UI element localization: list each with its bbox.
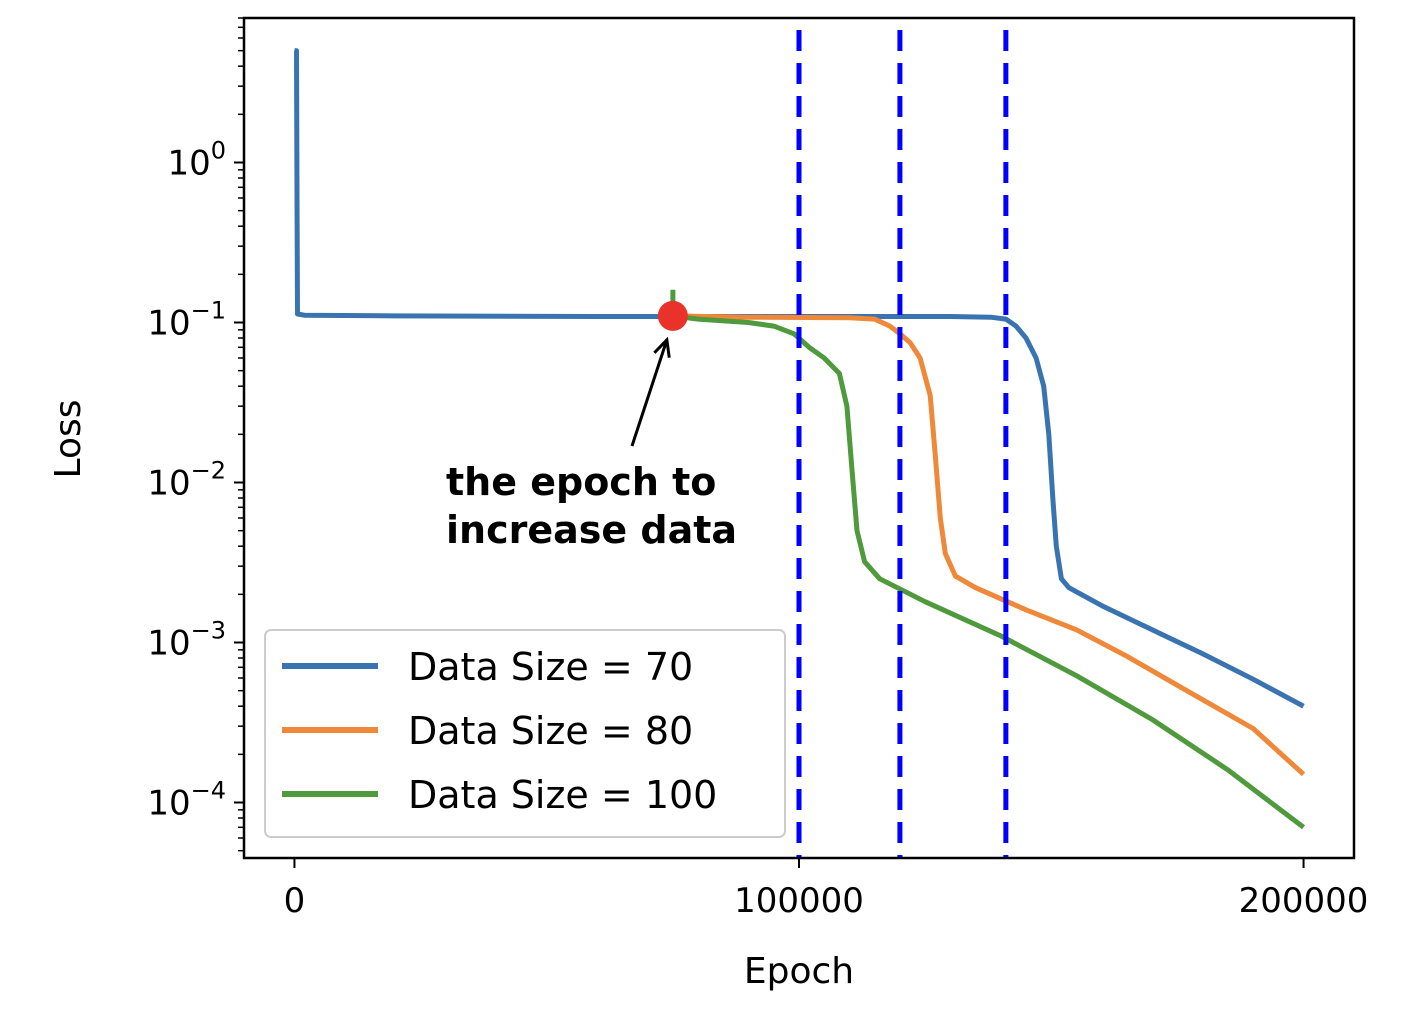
legend: Data Size = 70 Data Size = 80 Data Size = …: [264, 629, 786, 838]
legend-label-2: Data Size = 100: [408, 773, 717, 817]
legend-label-1: Data Size = 80: [408, 709, 693, 753]
series-line-2: [670, 289, 1306, 830]
axis-ticks: 0 100000 200000 100 10−1 10−2 10−3 10−4: [147, 17, 1369, 921]
legend-label-0: Data Size = 70: [408, 645, 693, 689]
y-axis-label: Loss: [48, 400, 89, 479]
y-tick-label-4: 10−4: [147, 777, 226, 824]
annotation-arrowhead: [653, 336, 671, 358]
x-axis-label: Epoch: [744, 951, 854, 992]
y-tick-label-1: 10−1: [147, 297, 226, 344]
x-tick-label-0: 0: [284, 881, 306, 921]
annotation-text-line-0: the epoch to: [446, 460, 716, 504]
x-tick-label-2: 200000: [1239, 881, 1369, 921]
y-tick-label-3: 10−3: [147, 617, 226, 664]
series-line-0: [294, 48, 1305, 709]
annotation-arrow: [630, 339, 669, 447]
y-tick-label-0: 100: [167, 136, 226, 183]
annotation-text-line-1: increase data: [446, 508, 737, 552]
x-tick-label-1: 100000: [734, 881, 864, 921]
plot-area: [242, 16, 1356, 860]
y-tick-label-2: 10−2: [147, 457, 226, 504]
series-line-1: [672, 313, 1306, 777]
highlight-marker: [657, 300, 688, 331]
legend-box: [264, 629, 786, 838]
